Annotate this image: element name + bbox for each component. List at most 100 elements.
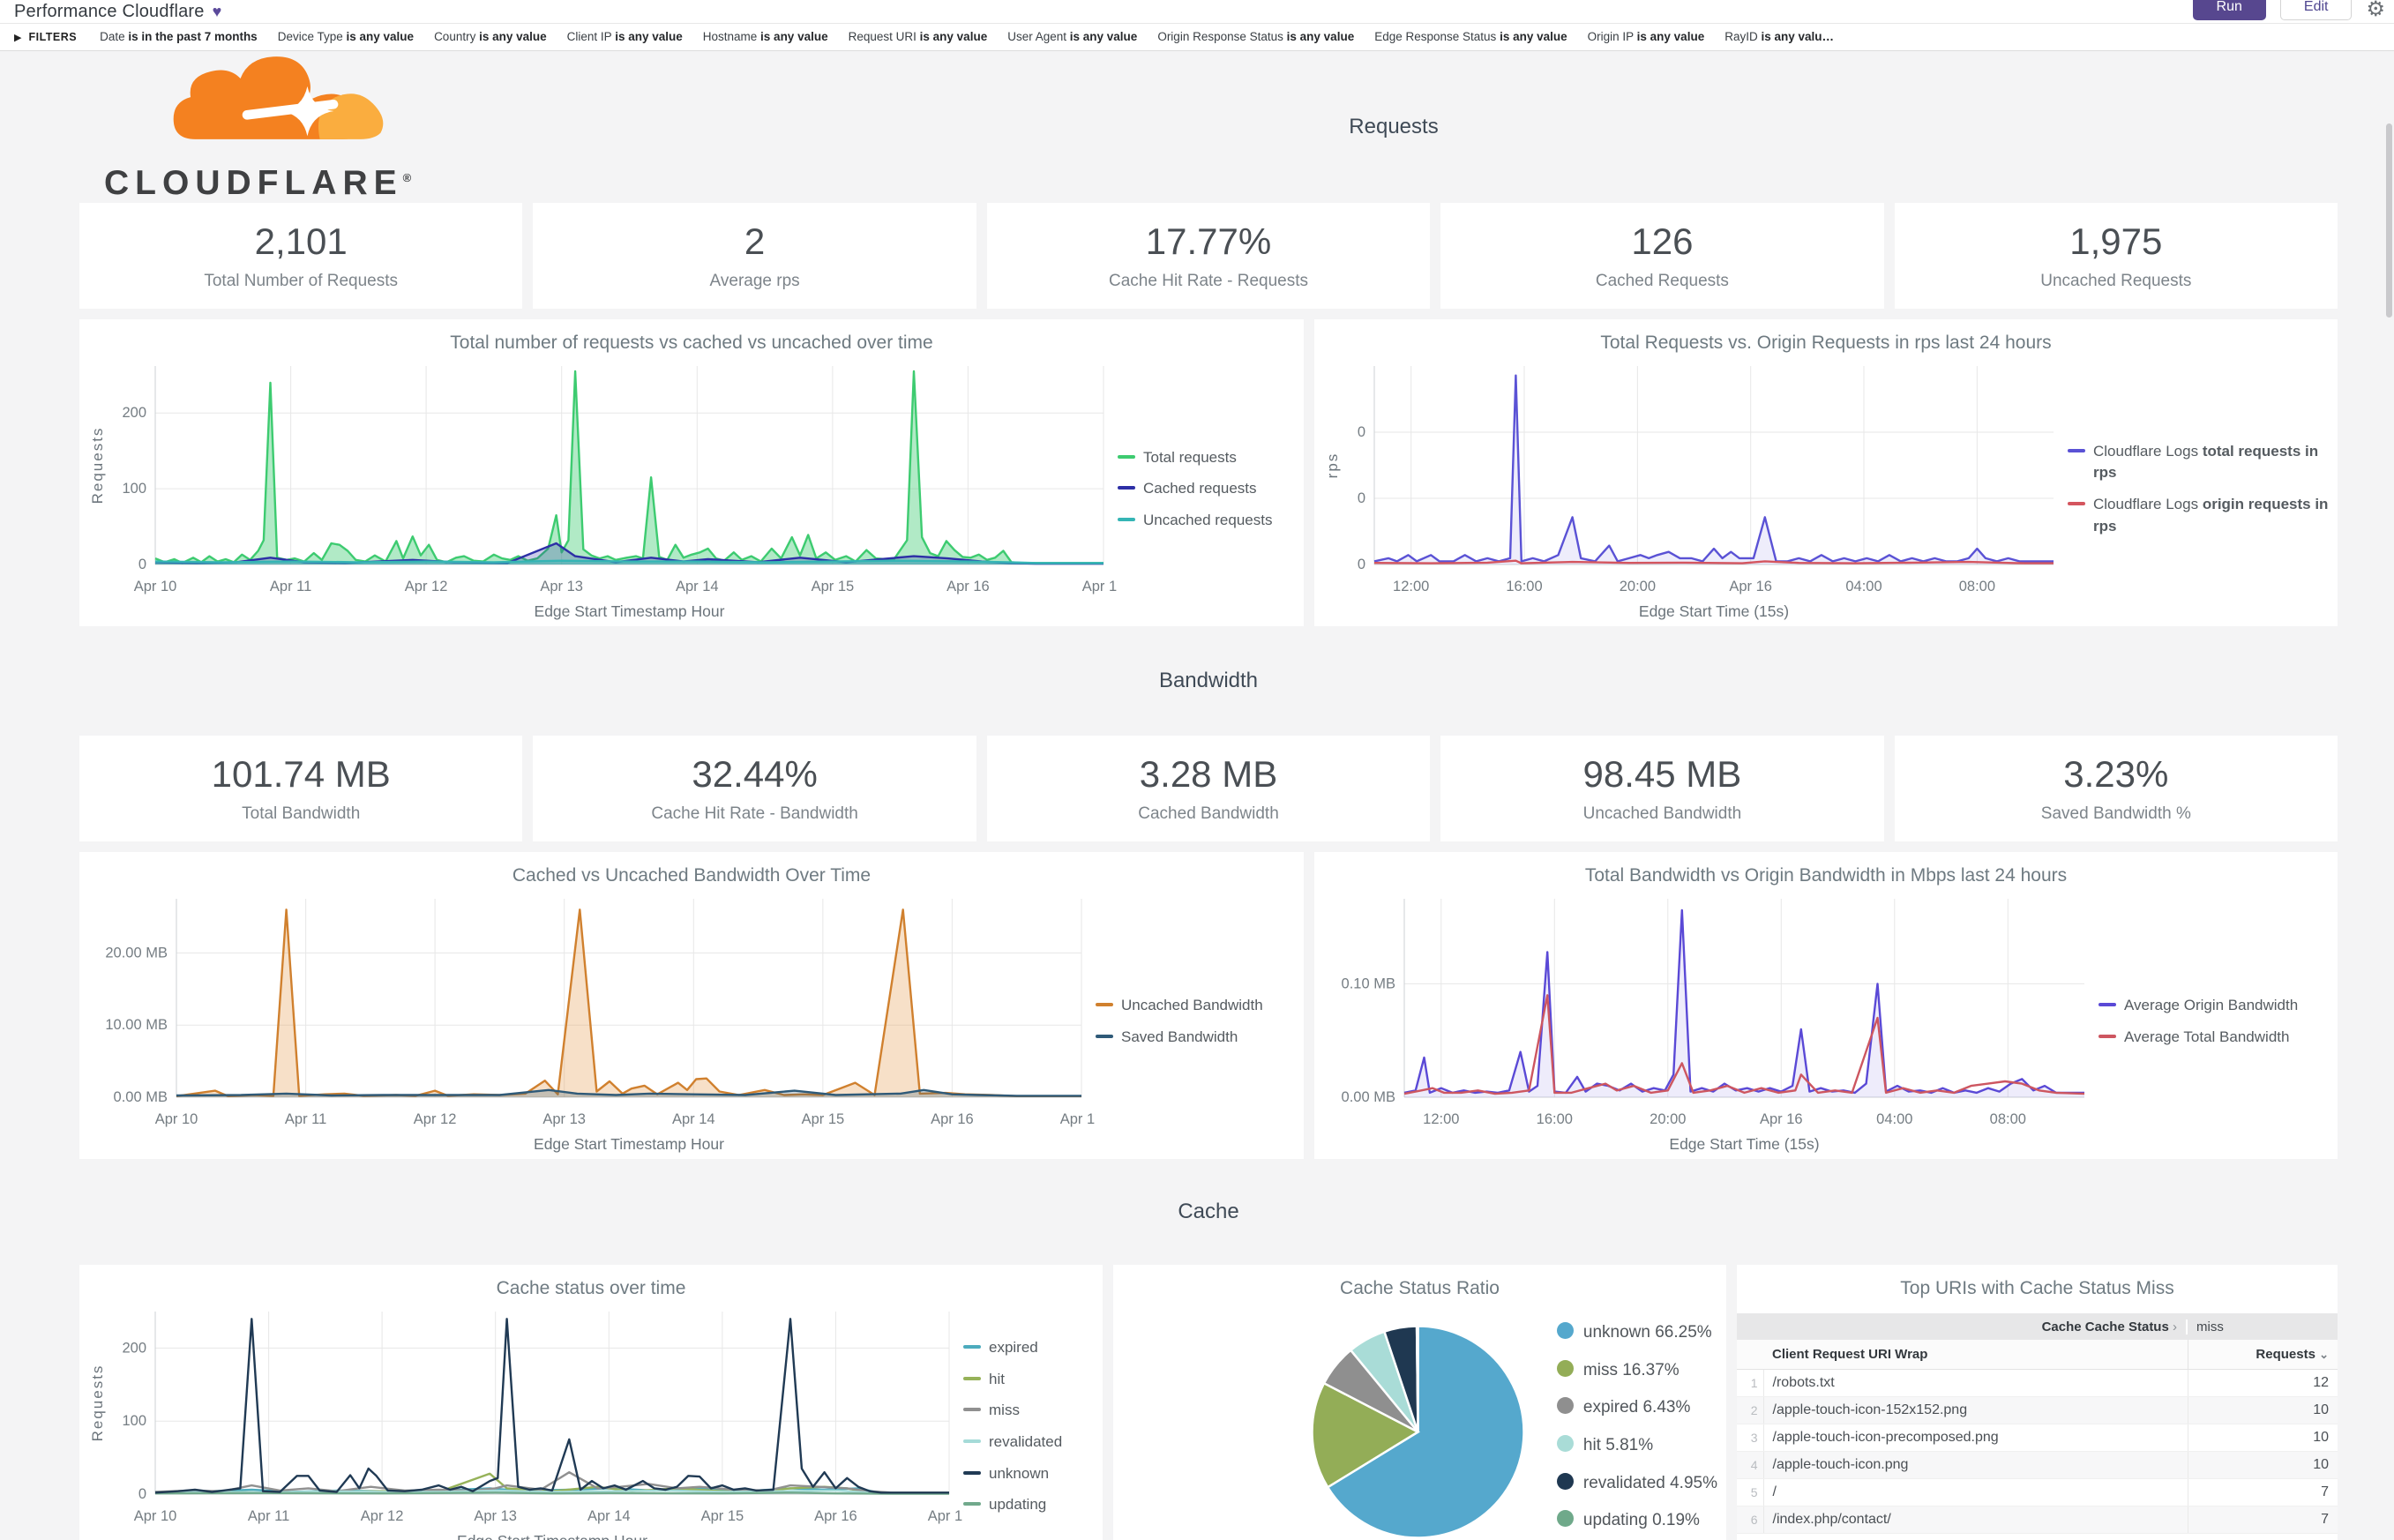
- gear-icon[interactable]: ⚙: [2366, 0, 2385, 21]
- svg-text:Edge Start Timestamp Hour: Edge Start Timestamp Hour: [535, 602, 725, 620]
- kpi-card: 126 Cached Requests: [1440, 203, 1884, 309]
- legend-item[interactable]: Cloudflare Logs origin requests in rps: [2068, 494, 2329, 537]
- filter-item[interactable]: Country is any value: [434, 30, 547, 43]
- legend-item[interactable]: unknown: [963, 1463, 1094, 1485]
- cloudflare-cloud-icon: [173, 56, 384, 139]
- column-header-uri[interactable]: Client Request URI Wrap: [1763, 1340, 2188, 1370]
- legend-item[interactable]: Saved Bandwidth: [1096, 1027, 1295, 1049]
- svg-text:04:00: 04:00: [1845, 579, 1882, 594]
- kpi-label: Uncached Bandwidth: [1582, 804, 1742, 823]
- section-title-bandwidth: Bandwidth: [1158, 669, 1259, 692]
- svg-text:0: 0: [1358, 424, 1365, 440]
- favorite-heart-icon[interactable]: ♥: [212, 2, 222, 20]
- chart-title: Cache status over time: [496, 1278, 686, 1298]
- legend-swatch-icon: [963, 1408, 981, 1412]
- cache-row: Cache status over time Apr 10 Apr 11 Apr 1…: [79, 1265, 2338, 1540]
- kpi-label: Cached Bandwidth: [1138, 804, 1279, 823]
- legend-item[interactable]: Cached requests: [1118, 478, 1295, 500]
- table-header-row: Client Request URI Wrap Requests ⌄: [1737, 1340, 2338, 1370]
- kpi-card: 2,101 Total Number of Requests: [79, 203, 523, 309]
- svg-text:16:00: 16:00: [1506, 579, 1542, 594]
- table-row[interactable]: 3/apple-touch-icon-precomposed.png 10: [1737, 1424, 2338, 1452]
- run-button[interactable]: Run: [2192, 0, 2266, 20]
- filter-item[interactable]: User Agent is any value: [1007, 30, 1138, 43]
- legend-item[interactable]: Average Origin Bandwidth: [2098, 995, 2329, 1017]
- kpi-card: 3.23% Saved Bandwidth %: [1894, 736, 2338, 841]
- legend-item[interactable]: expired 6.43%: [1556, 1395, 1717, 1420]
- legend-item[interactable]: hit 5.81%: [1556, 1433, 1717, 1458]
- filters-list: Date is in the past 7 months Device Type …: [100, 29, 1854, 45]
- column-header-requests[interactable]: Requests ⌄: [2187, 1340, 2338, 1370]
- svg-text:Apr 16: Apr 16: [931, 1111, 974, 1127]
- svg-text:0.00 MB: 0.00 MB: [1342, 1089, 1395, 1105]
- pie-legend: unknown 66.25% miss 16.37% expired 6.43% hi…: [1556, 1301, 1721, 1540]
- bandwidth-charts-row: Cached vs Uncached Bandwidth Over Time A…: [79, 852, 2338, 1159]
- svg-text:0: 0: [138, 1486, 146, 1502]
- edit-button[interactable]: Edit: [2279, 0, 2353, 20]
- svg-text:Apr 15: Apr 15: [802, 1111, 845, 1127]
- legend-item[interactable]: hit: [963, 1369, 1094, 1391]
- legend-item[interactable]: revalidated: [963, 1432, 1094, 1454]
- filter-item[interactable]: Client IP is any value: [566, 30, 683, 43]
- kpi-label: Saved Bandwidth %: [2040, 804, 2191, 823]
- rps-24h-plot: 12:00 16:00 20:00 Apr 16 04:00 08:00 0 0 0 rps Edg…: [1320, 355, 2068, 623]
- legend-item[interactable]: revalidated 4.95%: [1556, 1471, 1717, 1496]
- svg-text:08:00: 08:00: [1990, 1111, 2026, 1127]
- cache-ratio-pie: [1118, 1301, 1557, 1540]
- chart-title: Cache Status Ratio: [1340, 1278, 1500, 1298]
- chart-card-cache-status-ratio: Cache Status Ratio unknown 66.25% miss 16…: [1113, 1265, 1726, 1540]
- filter-item[interactable]: RayID is any valu…: [1724, 30, 1835, 43]
- scrollbar-thumb[interactable]: [2386, 123, 2392, 318]
- table-row[interactable]: 6/index.php/contact/7: [1737, 1506, 2338, 1534]
- table-row[interactable]: 1/robots.txt 12: [1737, 1369, 2338, 1397]
- svg-text:Edge Start Timestamp Hour: Edge Start Timestamp Hour: [457, 1532, 647, 1540]
- kpi-value: 2,101: [254, 221, 348, 262]
- svg-text:0.00 MB: 0.00 MB: [114, 1089, 168, 1105]
- legend-item[interactable]: expired: [963, 1337, 1094, 1359]
- legend-item[interactable]: unknown 66.25%: [1556, 1320, 1717, 1345]
- filter-item[interactable]: Origin IP is any value: [1587, 30, 1705, 43]
- legend-item[interactable]: Cloudflare Logs total requests in rps: [2068, 441, 2329, 484]
- legend-item[interactable]: updating: [963, 1494, 1094, 1516]
- svg-text:rps: rps: [1324, 452, 1341, 479]
- svg-text:200: 200: [122, 405, 146, 421]
- legend-dot-icon: [1556, 1322, 1574, 1340]
- filters-toggle[interactable]: ▶ FILTERS: [14, 31, 77, 43]
- filter-item[interactable]: Origin Response Status is any value: [1157, 30, 1355, 43]
- table-row[interactable]: 4/apple-touch-icon.png 10: [1737, 1451, 2338, 1479]
- legend-item[interactable]: Average Total Bandwidth: [2098, 1027, 2329, 1049]
- legend-dot-icon: [1556, 1510, 1574, 1528]
- requests-kpi-row: 2,101 Total Number of Requests 2 Average rp…: [79, 203, 2338, 309]
- svg-text:Apr 11: Apr 11: [270, 579, 311, 594]
- chart-card-cache-status-over-time: Cache status over time Apr 10 Apr 11 Apr 1…: [79, 1265, 1103, 1540]
- legend-item[interactable]: updating 0.19%: [1556, 1508, 1717, 1533]
- chart-card-bandwidth-over-time: Cached vs Uncached Bandwidth Over Time A…: [79, 852, 1304, 1159]
- table-row[interactable]: 2/apple-touch-icon-152x152.png 10: [1737, 1396, 2338, 1424]
- svg-text:Apr 11: Apr 11: [285, 1111, 326, 1127]
- legend-dot-icon: [1556, 1435, 1574, 1452]
- legend-item[interactable]: miss: [963, 1400, 1094, 1422]
- filter-item[interactable]: Edge Response Status is any value: [1374, 30, 1567, 43]
- svg-text:20:00: 20:00: [1650, 1111, 1686, 1127]
- legend-item[interactable]: miss 16.37%: [1556, 1358, 1717, 1383]
- svg-text:Apr 13: Apr 13: [474, 1508, 517, 1524]
- svg-text:100: 100: [122, 481, 146, 497]
- kpi-card: 17.77% Cache Hit Rate - Requests: [986, 203, 1431, 309]
- legend-item[interactable]: Uncached Bandwidth: [1096, 995, 1295, 1017]
- filter-item[interactable]: Date is in the past 7 months: [100, 30, 258, 43]
- legend-swatch-icon: [1118, 454, 1135, 459]
- filter-item[interactable]: Device Type is any value: [277, 30, 415, 43]
- kpi-label: Cache Hit Rate - Requests: [1109, 272, 1309, 290]
- pivot-field-label[interactable]: Cache Cache Status ›: [2041, 1319, 2177, 1334]
- kpi-label: Average rps: [709, 272, 800, 290]
- cloudflare-logo: CLOUDFLARE®: [79, 52, 450, 203]
- table-row[interactable]: 5/7: [1737, 1478, 2338, 1506]
- svg-text:Apr 12: Apr 12: [414, 1111, 457, 1127]
- top-actions: Run Edit ⚙: [2192, 0, 2385, 21]
- legend-item[interactable]: Total requests: [1118, 447, 1295, 469]
- legend-dot-icon: [1556, 1472, 1574, 1490]
- svg-text:10.00 MB: 10.00 MB: [105, 1017, 168, 1033]
- legend-item[interactable]: Uncached requests: [1118, 510, 1295, 532]
- filter-item[interactable]: Request URI is any value: [848, 30, 988, 43]
- filter-item[interactable]: Hostname is any value: [702, 30, 828, 43]
